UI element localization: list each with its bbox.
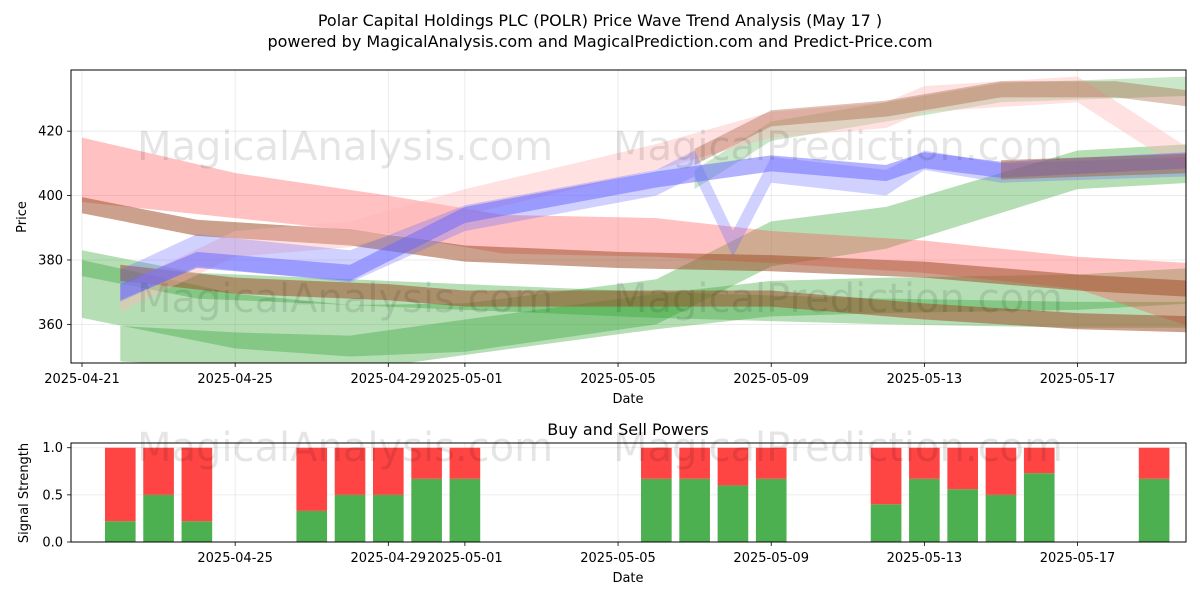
sell-bar (181, 447, 213, 522)
price-grid (71, 70, 1186, 363)
price-x-tick-label: 2025-04-21 (44, 372, 120, 387)
buy-bar (755, 478, 787, 542)
sell-bar (870, 447, 902, 505)
watermark-prediction-top: MagicalPrediction.com (613, 124, 1063, 170)
price-y-tick-label: 380 (38, 253, 63, 268)
buy-bar (717, 485, 749, 542)
buy-sell-title: Buy and Sell Powers (547, 420, 709, 439)
sell-bar (985, 447, 1017, 495)
watermark-analysis-top: MagicalAnalysis.com (137, 124, 553, 170)
price-y-tick-label: 420 (38, 125, 63, 140)
sell-bar (679, 447, 710, 479)
pink-wave-band-8 (120, 76, 1186, 312)
blue-wave-band-11 (120, 152, 1186, 301)
signal-x-tick-label: 2025-05-09 (733, 551, 809, 566)
sell-bar (1138, 447, 1170, 479)
buy-bar (181, 521, 213, 542)
signal-x-tick-label: 2025-05-01 (427, 551, 503, 566)
sell-bar (143, 447, 174, 495)
buy-bar (909, 478, 940, 542)
price-wave-plot: MagicalAnalysis.com MagicalPrediction.co… (15, 69, 1187, 407)
buy-bar (870, 504, 902, 542)
signal-x-axis-label: Date (612, 571, 643, 586)
signal-x-tick-label: 2025-04-29 (351, 551, 427, 566)
sell-bar (909, 447, 940, 479)
brown-wave-band-6 (82, 197, 1186, 297)
price-x-tick-label: 2025-05-05 (580, 372, 656, 387)
buy-bar (1138, 478, 1170, 542)
price-axes: 2025-04-21 2025-04-25 2025-04-29 2025-05-01… (38, 125, 1115, 387)
watermark-analysis-bottom: MagicalAnalysis.com (137, 425, 553, 471)
buy-bar (296, 510, 328, 542)
buy-bar (679, 478, 710, 542)
buy-bar (411, 478, 442, 542)
price-x-tick-label: 2025-05-09 (733, 372, 809, 387)
signal-bars (104, 447, 1170, 542)
buy-bar (373, 494, 404, 542)
signal-x-tick-label: 2025-05-05 (580, 551, 656, 566)
price-x-axis-label: Date (612, 392, 643, 407)
sell-bar (449, 447, 481, 479)
signal-y-tick-label: 0.0 (42, 536, 63, 551)
signal-y-tick-label: 0.5 (42, 488, 63, 503)
price-x-tick-label: 2025-05-13 (887, 372, 963, 387)
watermark-prediction-mid: MagicalPrediction.com (613, 276, 1063, 322)
price-y-tick-label: 360 (38, 318, 63, 333)
sell-bar (641, 447, 672, 479)
sell-bar (755, 447, 787, 479)
price-y-axis-label: Price (15, 201, 30, 233)
red-wave-band-5 (82, 137, 1186, 326)
price-bands (82, 76, 1186, 363)
signal-y-tick-label: 1.0 (42, 441, 63, 456)
signal-plot-frame (70, 442, 1187, 543)
chart-title-line1: Polar Capital Holdings PLC (POLR) Price … (318, 11, 882, 30)
sell-bar (296, 447, 328, 511)
buy-sell-plot: Buy and Sell Powers MagicalAnalysis.com … (17, 420, 1187, 586)
price-x-tick-label: 2025-04-25 (197, 372, 273, 387)
brown-wave-band-12 (1000, 153, 1186, 180)
price-x-tick-label: 2025-05-17 (1040, 372, 1116, 387)
price-x-tick-label: 2025-04-29 (351, 372, 427, 387)
price-x-tick-label: 2025-05-01 (427, 372, 503, 387)
brown-wave-band-9 (694, 81, 1186, 165)
chart-title-line2: powered by MagicalAnalysis.com and Magic… (267, 32, 932, 51)
sell-bar (411, 447, 442, 479)
blue-wave-band-10 (120, 150, 1186, 302)
buy-bar (104, 521, 136, 542)
sell-bar (1023, 447, 1055, 474)
watermark-prediction-bottom: MagicalPrediction.com (613, 425, 1063, 471)
buy-bar (947, 489, 978, 542)
buy-bar (449, 478, 481, 542)
signal-x-tick-label: 2025-05-17 (1040, 551, 1116, 566)
buy-bar (985, 494, 1017, 542)
signal-x-tick-label: 2025-05-13 (887, 551, 963, 566)
buy-bar (143, 494, 174, 542)
watermark-analysis-mid: MagicalAnalysis.com (137, 276, 553, 322)
price-y-tick-label: 400 (38, 189, 63, 204)
sell-bar (104, 447, 136, 522)
buy-bar (641, 478, 672, 542)
buy-bar (1023, 473, 1055, 542)
brown-wave-band-7 (120, 264, 1186, 333)
sell-bar (373, 447, 404, 495)
sell-bar (947, 447, 978, 490)
signal-axes: 2025-04-25 2025-04-29 2025-05-01 2025-05-05… (42, 441, 1115, 566)
sell-bar (717, 447, 749, 486)
sell-bar (334, 447, 366, 495)
green-wave-band-4 (694, 76, 1186, 190)
price-plot-frame (70, 69, 1187, 364)
signal-x-tick-label: 2025-04-25 (197, 551, 273, 566)
green-wave-band-3 (120, 268, 1186, 363)
buy-bar (334, 494, 366, 542)
signal-y-axis-label: Signal Strength (17, 443, 32, 543)
